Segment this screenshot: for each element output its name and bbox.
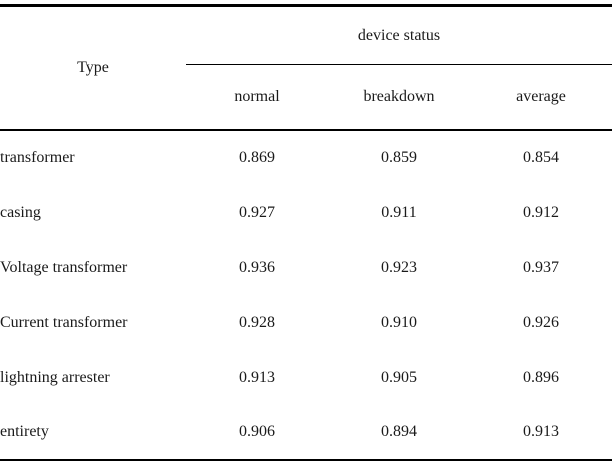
value-cell: 0.936 — [239, 258, 275, 276]
row-label: transformer — [0, 149, 75, 166]
value-cell: 0.913 — [239, 368, 275, 386]
value-cell: 0.911 — [381, 203, 417, 221]
row-label: Voltage transformer — [0, 258, 128, 276]
value-cell: 0.927 — [239, 203, 275, 221]
column-header-normal: normal — [234, 88, 280, 105]
column-header-breakdown: breakdown — [363, 88, 435, 105]
value-cell: 0.854 — [523, 149, 560, 166]
table-row: Voltage transformer 0.936 0.923 0.937 — [0, 240, 612, 295]
row-label: lightning arrester — [0, 368, 110, 386]
value-cell: 0.906 — [239, 423, 275, 440]
table-row: lightning arrester 0.913 0.905 0.896 — [0, 350, 612, 405]
table-row: casing 0.927 0.911 0.912 — [0, 185, 612, 240]
value-cell: 0.926 — [523, 313, 560, 331]
table-row: entirety 0.906 0.894 0.913 — [0, 405, 612, 460]
device-status-spanner-header: device status — [186, 5, 612, 65]
results-table: Type device status normal breakdown aver… — [0, 4, 612, 461]
row-label: casing — [0, 203, 41, 221]
row-label: entirety — [0, 423, 49, 440]
value-cell: 0.910 — [381, 313, 417, 331]
row-label: Current transformer — [0, 313, 128, 331]
value-cell: 0.937 — [523, 258, 560, 276]
table-row: Current transformer 0.928 0.910 0.926 — [0, 295, 612, 350]
value-cell: 0.905 — [381, 368, 417, 386]
value-cell: 0.928 — [239, 313, 275, 331]
column-header-average: average — [516, 88, 566, 105]
value-cell: 0.894 — [381, 423, 417, 440]
value-cell: 0.912 — [523, 203, 560, 221]
table-header: Type device status normal breakdown aver… — [0, 5, 612, 131]
value-cell: 0.913 — [523, 423, 560, 440]
value-cell: 0.859 — [381, 149, 417, 166]
value-cell: 0.923 — [381, 258, 417, 276]
table-row: transformer 0.869 0.859 0.854 — [0, 130, 612, 185]
value-cell: 0.869 — [239, 149, 275, 166]
table-body: transformer 0.869 0.859 0.854 casing 0.9… — [0, 130, 612, 460]
sub-header-row: normal breakdown average — [0, 65, 612, 131]
value-cell: 0.896 — [523, 368, 560, 386]
spanner-header-row: Type device status — [0, 5, 612, 76]
type-column-header: Type — [77, 59, 109, 76]
